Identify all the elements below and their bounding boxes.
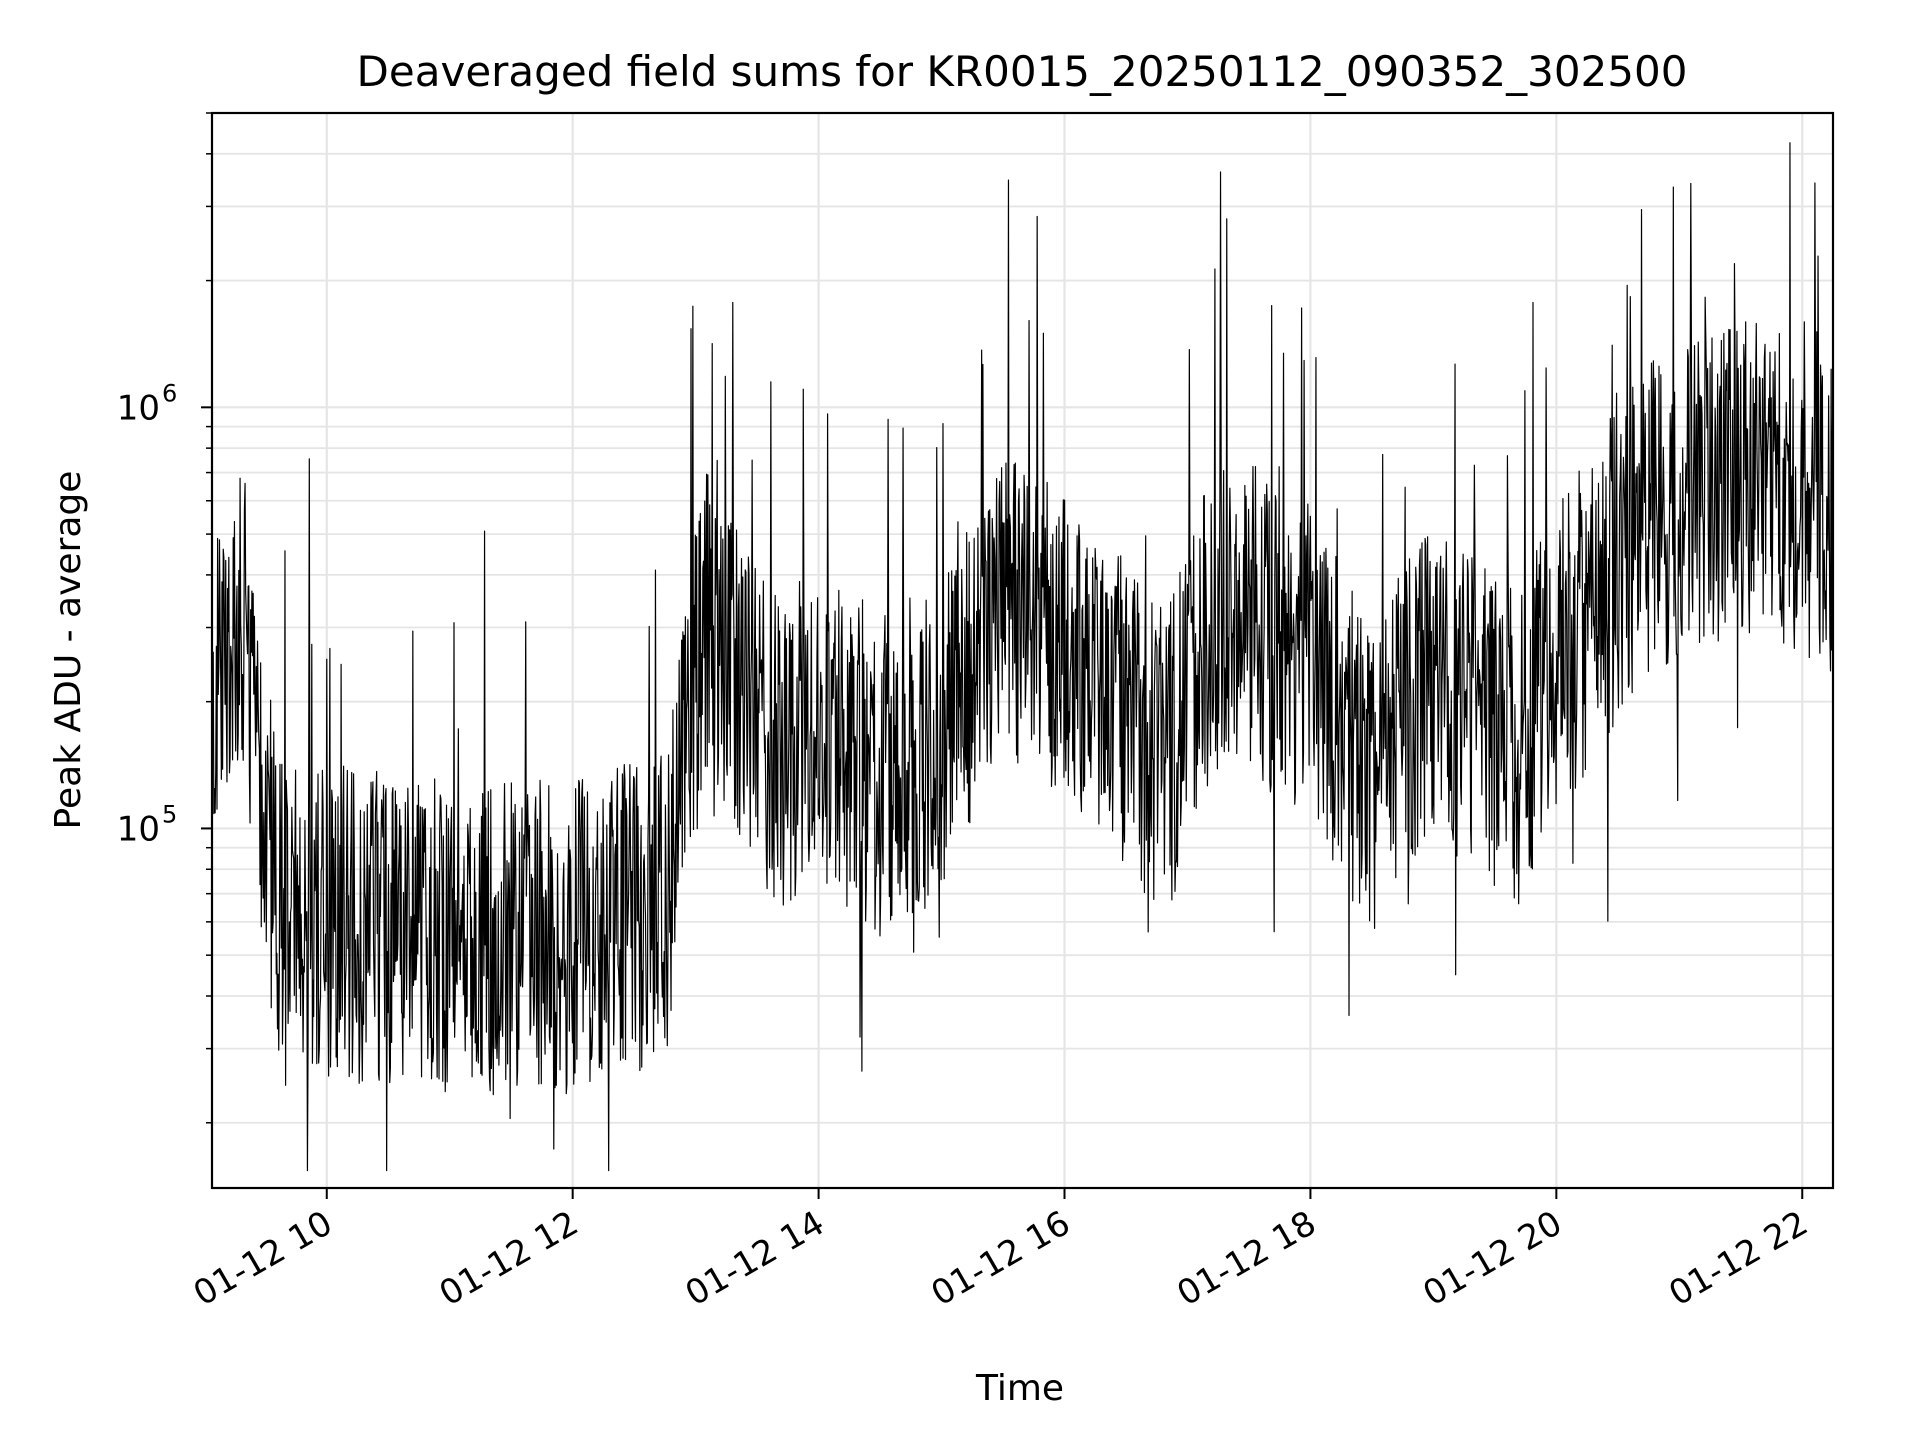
y-tick-label: 10 [117,809,160,849]
plot-frame [210,111,1835,1190]
y-axis-label: Peak ADU - average [48,471,89,830]
series-path [211,142,1834,1172]
y-tick-label: 10 [117,388,160,428]
y-tick-exponent: 5 [162,800,177,828]
series-line [211,142,1834,1172]
y-tick-base: 10 [117,388,160,428]
x-axis-label: Time [975,1368,1064,1409]
chart-title: Deaveraged field sums for KR0015_2025011… [357,47,1688,96]
y-tick-base: 10 [117,809,160,849]
y-tick-exponent: 6 [162,379,177,407]
